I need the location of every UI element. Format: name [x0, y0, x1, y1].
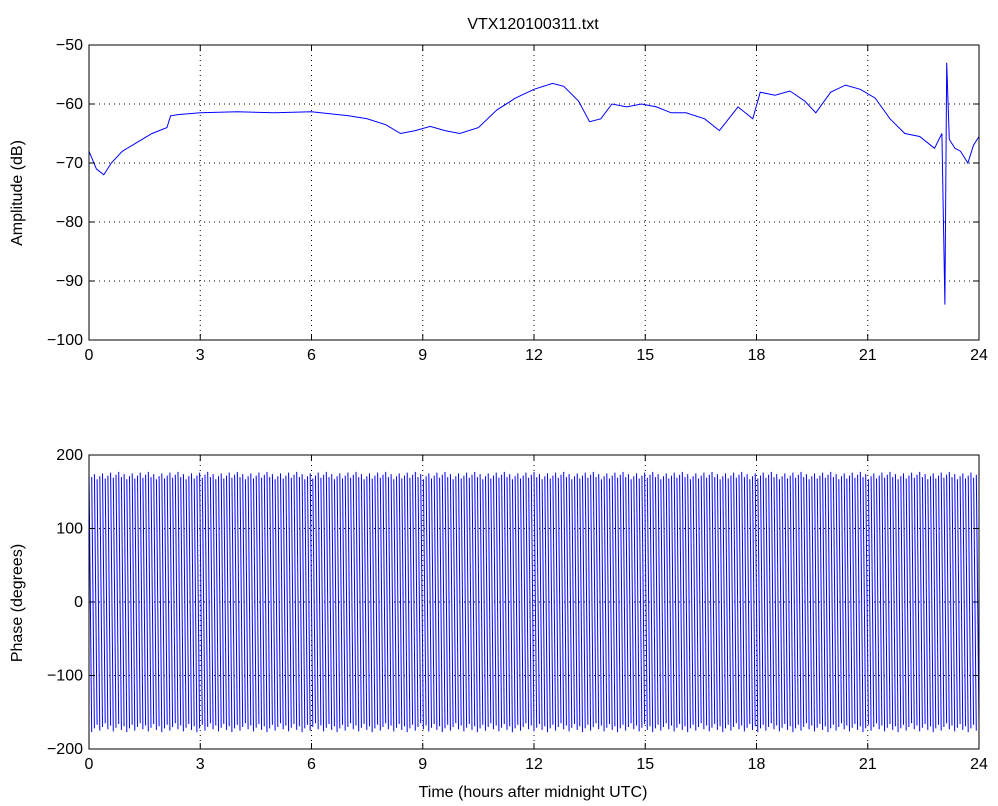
chart-title: VTX120100311.txt — [467, 16, 599, 33]
x-tick-label: 15 — [636, 347, 654, 364]
x-tick-label: 6 — [307, 756, 316, 773]
x-tick-label: 15 — [636, 756, 654, 773]
y-tick-label: 100 — [56, 521, 83, 538]
amplitude-y-axis-label: Amplitude (dB) — [9, 140, 26, 246]
x-tick-label: 12 — [525, 756, 543, 773]
x-tick-label: 9 — [418, 347, 427, 364]
amplitude-series-line — [88, 62, 980, 305]
x-tick-label: 24 — [970, 756, 988, 773]
x-tick-label: 24 — [970, 347, 988, 364]
y-tick-label: −50 — [56, 37, 83, 54]
y-tick-label: −60 — [56, 96, 83, 113]
amplitude-grid — [89, 45, 979, 340]
amplitude-ticks: 0 3 6 9 12 15 18 21 24 −50 −60 −70 −80 −90 −100 — [47, 37, 988, 364]
y-tick-label: 200 — [56, 447, 83, 464]
x-tick-label: 18 — [748, 756, 766, 773]
amplitude-chart: VTX120100311.txt 0 3 6 9 12 15 18 21 24 −50 −60 −70… — [9, 16, 988, 364]
y-tick-label: −100 — [47, 668, 83, 685]
x-tick-label: 12 — [525, 347, 543, 364]
phase-x-axis-label: Time (hours after midnight UTC) — [419, 784, 648, 801]
x-tick-label: 18 — [748, 347, 766, 364]
x-tick-label: 21 — [859, 347, 877, 364]
phase-y-axis-label: Phase (degrees) — [9, 544, 26, 662]
x-tick-label: 3 — [196, 756, 205, 773]
y-tick-label: −70 — [56, 155, 83, 172]
x-tick-label: 6 — [307, 347, 316, 364]
y-tick-label: −80 — [56, 214, 83, 231]
x-tick-label: 0 — [85, 756, 94, 773]
phase-ticks: 0 3 6 9 12 15 18 21 24 200 100 0 −100 −200 — [47, 447, 988, 773]
y-tick-label: 0 — [74, 594, 83, 611]
y-tick-label: −100 — [47, 332, 83, 349]
x-tick-label: 3 — [196, 347, 205, 364]
x-tick-label: 21 — [859, 756, 877, 773]
x-tick-label: 9 — [418, 756, 427, 773]
y-tick-label: −200 — [47, 741, 83, 758]
x-tick-label: 0 — [85, 347, 94, 364]
phase-chart: 0 3 6 9 12 15 18 21 24 200 100 0 −100 −200 Phase (deg… — [9, 447, 988, 801]
y-tick-label: −90 — [56, 273, 83, 290]
